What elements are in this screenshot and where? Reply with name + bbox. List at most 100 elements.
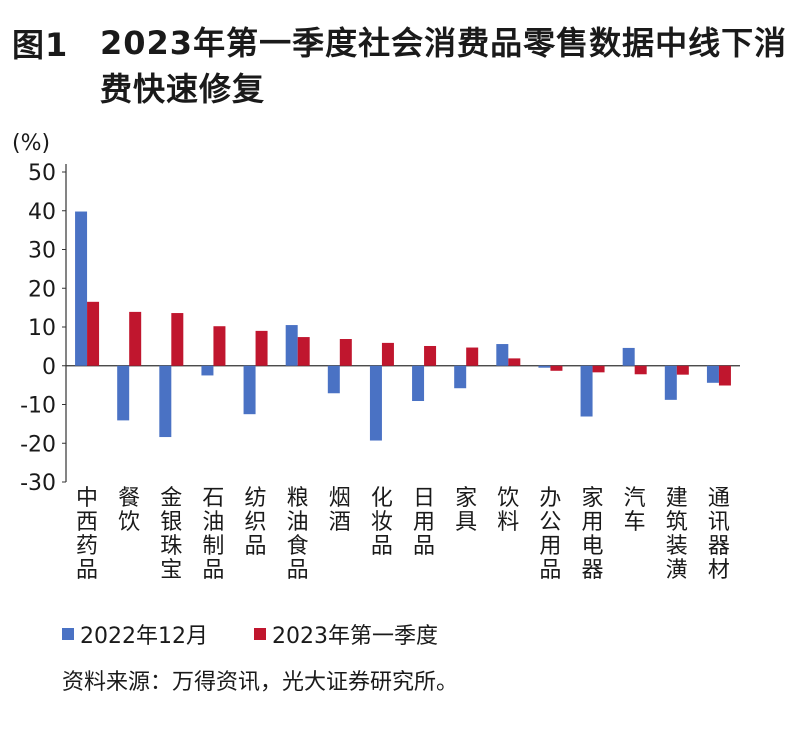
x-category-label-char: 品 (245, 534, 267, 559)
y-tick-label: 40 (28, 200, 56, 225)
x-category-label-char: 用 (413, 510, 435, 535)
legend-item-series-1: 2022年12月 (62, 618, 208, 650)
bar-series-1 (454, 365, 467, 389)
y-tick-label: 50 (28, 161, 56, 186)
x-category-label-char: 家 (582, 486, 604, 511)
bar-series-2 (466, 347, 479, 366)
x-category-label-char: 办 (539, 486, 561, 511)
x-category-label-char: 通 (708, 486, 730, 511)
bar-series-1 (664, 365, 677, 400)
x-category-label-char: 银 (160, 510, 182, 535)
y-tick-label: 30 (28, 239, 56, 264)
y-axis-unit-label: (%) (12, 131, 50, 156)
bar-chart: (%)50403020100-10-20-30中西药品餐饮金银珠宝石油制品纺织品… (12, 131, 740, 583)
bar-series-2 (676, 365, 689, 375)
source-note: 资料来源：万得资讯，光大证券研究所。 (62, 670, 459, 695)
x-category-label-char: 饮 (497, 486, 519, 511)
x-category-label-char: 器 (582, 558, 604, 583)
bar-series-2 (508, 358, 521, 366)
x-category-label-char: 汽 (624, 486, 646, 511)
x-category-label-char: 家 (455, 486, 477, 511)
x-category-label-char: 器 (708, 534, 730, 559)
bar-series-1 (285, 325, 298, 366)
bar-series-1 (538, 365, 551, 368)
y-tick-label: -10 (20, 394, 56, 419)
x-category-label-char: 车 (624, 510, 646, 535)
y-tick-label: 0 (42, 355, 56, 380)
bar-series-2 (297, 337, 310, 366)
bar-series-1 (412, 365, 425, 402)
bar-series-1 (159, 365, 172, 438)
x-category-label-char: 装 (666, 534, 688, 559)
legend-swatch-series-1 (62, 628, 74, 640)
y-tick-label: -30 (20, 471, 56, 496)
bar-series-1 (117, 365, 130, 421)
x-category-label-char: 西 (76, 510, 98, 535)
bar-series-1 (201, 365, 214, 376)
x-category-label-char: 品 (371, 534, 393, 559)
bar-series-1 (369, 365, 382, 441)
x-category-label-char: 石 (202, 486, 224, 511)
x-category-label-char: 筑 (666, 510, 688, 535)
bar-series-1 (622, 347, 635, 366)
bar-series-2 (718, 365, 731, 386)
x-category-label-char: 油 (202, 510, 224, 535)
bar-series-2 (255, 330, 268, 366)
x-category-label-char: 品 (76, 558, 98, 583)
x-category-label-char: 粮 (287, 486, 309, 511)
x-category-label-char: 日 (413, 486, 435, 511)
x-category-label-char: 制 (202, 534, 224, 559)
x-category-label-char: 烟 (329, 486, 351, 511)
bar-series-2 (87, 301, 100, 366)
x-category-label-char: 中 (76, 486, 98, 511)
x-category-label-char: 电 (582, 534, 604, 559)
bar-series-2 (592, 365, 605, 373)
legend-label-series-2: 2023年第一季度 (271, 624, 438, 649)
x-category-label-char: 具 (455, 510, 477, 535)
x-category-label-char: 化 (371, 486, 393, 511)
chart-title: 2023年第一季度社会消费品零售数据中线下消费快速修复 (100, 24, 788, 108)
bar-series-2 (381, 342, 394, 366)
bar-series-2 (634, 365, 647, 375)
x-category-label-char: 品 (539, 558, 561, 583)
x-category-label-char: 织 (245, 510, 267, 535)
bar-series-2 (339, 339, 352, 366)
x-category-label-char: 餐 (118, 486, 140, 511)
x-category-label-char: 纺 (245, 486, 267, 511)
x-category-label-char: 妆 (371, 510, 393, 535)
x-category-label-char: 宝 (160, 558, 182, 583)
bar-series-1 (75, 211, 88, 366)
y-tick-label: 10 (28, 316, 56, 341)
bar-series-2 (550, 365, 563, 371)
legend-label-series-1: 2022年12月 (80, 624, 208, 649)
x-category-label-char: 料 (497, 510, 519, 535)
x-category-label-char: 金 (160, 486, 182, 511)
x-category-label-char: 建 (666, 486, 688, 511)
bar-series-1 (327, 365, 340, 394)
y-tick-label: 20 (28, 277, 56, 302)
bar-series-1 (243, 365, 256, 415)
x-category-label-char: 食 (287, 534, 309, 559)
bar-series-2 (171, 313, 184, 366)
legend-item-series-2: 2023年第一季度 (253, 618, 438, 650)
x-category-label-char: 潢 (666, 558, 688, 583)
figure-number: 图1 (12, 26, 69, 64)
bar-series-1 (580, 365, 593, 417)
x-category-label-char: 讯 (708, 510, 730, 535)
x-category-label-char: 珠 (160, 534, 182, 559)
bar-series-1 (706, 365, 719, 383)
legend: 2022年12月 2023年第一季度 (62, 618, 484, 650)
bar-series-2 (129, 311, 142, 366)
x-category-label-char: 品 (287, 558, 309, 583)
x-category-label-char: 酒 (329, 510, 351, 535)
bar-series-2 (213, 326, 226, 366)
x-category-label-char: 材 (708, 558, 730, 583)
x-category-label-char: 用 (582, 510, 604, 535)
x-category-label-char: 用 (539, 534, 561, 559)
legend-swatch-series-2 (253, 628, 266, 640)
x-category-label-char: 品 (202, 558, 224, 583)
x-category-label-char: 饮 (118, 510, 140, 535)
bar-series-2 (424, 345, 437, 366)
bar-series-1 (496, 344, 509, 366)
x-category-label-char: 品 (413, 534, 435, 559)
